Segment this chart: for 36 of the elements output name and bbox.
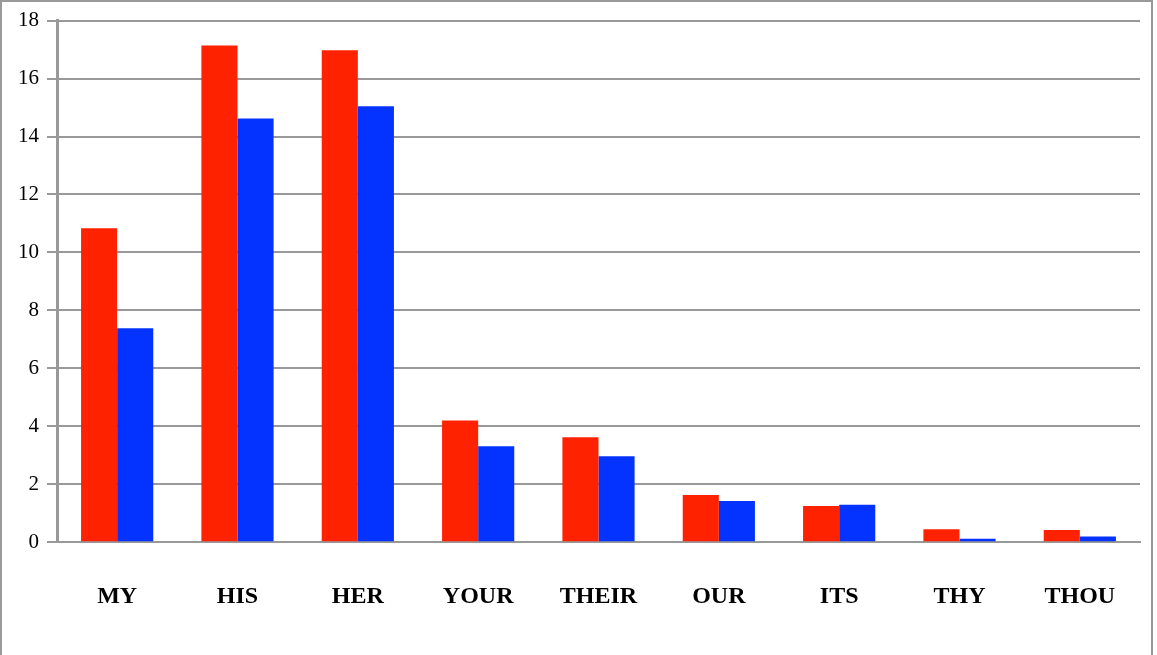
y-tick-label: 18	[18, 7, 39, 32]
x-tick-label: MY	[97, 581, 138, 608]
y-tick-label: 0	[28, 528, 39, 553]
x-tick-label: ITS	[819, 581, 859, 608]
bar	[718, 501, 755, 542]
bar	[923, 529, 960, 542]
bar	[478, 446, 515, 542]
bar	[1043, 530, 1080, 542]
bar	[1079, 536, 1116, 542]
bar	[682, 494, 719, 542]
bar	[562, 437, 599, 542]
x-tick-label: HER	[331, 581, 385, 608]
y-tick-label: 12	[18, 180, 39, 205]
y-tick-label: 14	[18, 123, 40, 148]
y-tick-label: 10	[18, 238, 39, 263]
bar	[442, 420, 479, 542]
x-tick-label: YOUR	[442, 581, 515, 608]
x-tick-label: THEIR	[559, 581, 638, 608]
bar	[357, 106, 394, 542]
bar	[803, 505, 840, 542]
y-tick-label: 6	[28, 354, 39, 379]
x-tick-label: OUR	[692, 581, 747, 608]
y-tick-label: 16	[18, 65, 39, 90]
bar	[598, 456, 635, 542]
bar	[237, 118, 274, 542]
bar	[201, 45, 238, 542]
y-tick-label: 2	[28, 470, 39, 495]
x-tick-label: THOU	[1044, 581, 1116, 608]
bar	[839, 504, 876, 542]
bar	[117, 328, 154, 542]
y-tick-label: 4	[28, 412, 40, 437]
x-tick-label: THY	[933, 581, 986, 608]
x-tick-label: HIS	[216, 581, 259, 608]
y-tick-label: 8	[28, 296, 39, 321]
bar	[81, 228, 118, 542]
bar	[321, 50, 358, 542]
